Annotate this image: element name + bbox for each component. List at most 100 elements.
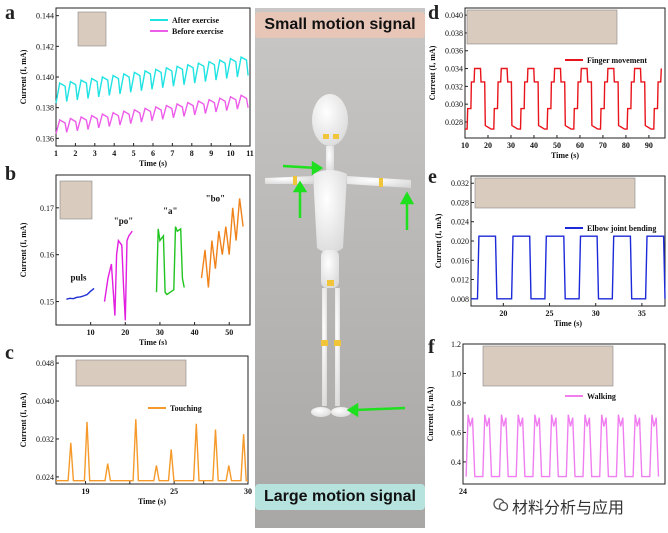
x-tick-label: 9 (209, 149, 213, 158)
x-tick-label: 40 (530, 141, 538, 150)
plot-frame (464, 7, 666, 139)
x-tick-label: 24 (459, 487, 467, 496)
chart-f: 0.40.60.81.01.224Time (s)Current (I, mA)… (426, 340, 666, 496)
x-axis-label: Time (s) (138, 497, 166, 506)
x-tick-label: 2 (73, 149, 77, 158)
robot-left-leg (322, 288, 327, 406)
x-tick-label: 20 (121, 328, 129, 337)
legend-label: Before exercise (172, 27, 224, 36)
x-tick-label: 30 (244, 487, 252, 496)
y-tick-label: 0.008 (451, 295, 469, 304)
x-tick-label: 11 (246, 149, 254, 158)
y-tick-label: 0.032 (36, 435, 54, 444)
series-line (56, 419, 248, 482)
series-annotation: puls (71, 272, 88, 282)
x-tick-label: 30 (156, 328, 164, 337)
x-tick-label: 1 (54, 149, 58, 158)
x-tick-label: 20 (484, 141, 492, 150)
series-line (103, 230, 133, 321)
panel-letter-c: c (5, 342, 14, 364)
photo-inset (482, 345, 614, 387)
x-tick-label: 35 (638, 309, 646, 318)
chart-d: 0.028 0.030 0.032 0.034 0.036 0.038 0.040 10 20 3… (428, 7, 666, 160)
x-tick-label: 60 (576, 141, 584, 150)
x-tick-label: 7 (170, 149, 174, 158)
y-tick-label: 0.040 (36, 397, 54, 406)
x-tick-label: 70 (599, 141, 607, 150)
y-tick-label: 1.2 (451, 340, 461, 349)
x-tick-label: 50 (225, 328, 233, 337)
x-tick-label: 30 (507, 141, 515, 150)
x-axis-label: Time (s) (139, 159, 167, 168)
y-tick-label: 0.016 (451, 256, 469, 265)
series-line (55, 56, 249, 104)
y-tick-label: 0.144 (36, 12, 54, 21)
x-axis-label: Time (s) (139, 338, 167, 345)
y-axis-label: Current (I, mA) (426, 386, 435, 441)
x-tick-label: 80 (622, 141, 630, 150)
watermark-text: 材料分析与应用 (512, 498, 625, 517)
legend-label: Touching (170, 404, 202, 413)
robot-illustration (255, 8, 425, 528)
y-axis-label: Current (I, mA) (434, 213, 443, 268)
series-line (471, 235, 666, 300)
series-line (155, 226, 185, 296)
x-tick-label: 6 (151, 149, 155, 158)
chart-e: 0.008 0.012 0.016 0.020 0.024 0.028 0.032 20 25 3… (434, 175, 666, 328)
y-tick-label: 0.4 (451, 458, 461, 467)
photo-inset (77, 11, 107, 47)
y-axis-label: Current (I, mA) (428, 45, 437, 100)
series-line (465, 414, 660, 478)
y-tick-label: 0.032 (445, 82, 463, 91)
series-line (66, 287, 95, 300)
x-tick-label: 90 (645, 141, 653, 150)
panel-letter-a: a (5, 2, 15, 24)
y-tick-label: 0.032 (451, 179, 469, 188)
legend-label: Finger movement (587, 56, 647, 65)
motion-arrows (282, 160, 415, 418)
y-tick-label: 0.140 (36, 73, 54, 82)
x-tick-label: 3 (93, 149, 97, 158)
plot-frame (55, 355, 249, 485)
chart-c: 0.024 0.032 0.040 0.048 19 25 30 Time (s) Curren… (19, 355, 252, 506)
y-axis-label: Current (I, mA) (19, 49, 28, 104)
robot-head (312, 94, 348, 146)
legend-label: After exercise (172, 16, 219, 25)
x-tick-label: 30 (592, 309, 600, 318)
x-tick-label: 10 (461, 141, 469, 150)
y-tick-label: 0.030 (445, 100, 463, 109)
y-tick-label: 0.028 (445, 118, 463, 127)
chart-b: 0.15 0.16 0.17 10 20 30 40 50 Time (s) Current (I… (19, 174, 251, 345)
y-tick-label: 0.8 (451, 399, 461, 408)
large-motion-label: Large motion signal (255, 484, 425, 510)
x-tick-label: 25 (170, 487, 178, 496)
series-line (55, 94, 249, 134)
photo-inset (59, 180, 93, 220)
y-tick-label: 0.034 (445, 65, 463, 74)
y-tick-label: 0.138 (36, 104, 54, 113)
legend-label: Elbow joint bending (587, 224, 656, 233)
y-tick-label: 0.038 (445, 29, 463, 38)
y-axis-label: Current (I, mA) (19, 392, 28, 447)
y-tick-label: 0.048 (36, 359, 54, 368)
y-tick-label: 1.0 (451, 369, 461, 378)
chart-a: 0.136 0.138 0.140 0.142 0.144 1 2 3 4 5 6 7 8 9 10 11 Ti… (19, 7, 254, 168)
y-tick-label: 0.012 (451, 276, 469, 285)
y-tick-label: 0.036 (445, 47, 463, 56)
panel-letter-f: f (428, 336, 435, 358)
y-tick-label: 0.028 (451, 198, 469, 207)
series-annotation: "a" (163, 206, 178, 216)
robot-torso (313, 170, 347, 253)
photo-inset (75, 359, 187, 387)
x-tick-label: 10 (227, 149, 235, 158)
y-axis-label: Current (I, mA) (19, 222, 28, 277)
series-annotation: "po" (114, 216, 134, 226)
x-axis-label: Time (s) (554, 319, 582, 328)
robot-right-leg (335, 288, 340, 406)
x-tick-label: 19 (82, 487, 90, 496)
x-tick-label: 50 (553, 141, 561, 150)
wechat-icon (493, 498, 509, 512)
plot-frame (462, 343, 666, 485)
x-tick-label: 8 (190, 149, 194, 158)
y-tick-label: 0.040 (445, 11, 463, 20)
